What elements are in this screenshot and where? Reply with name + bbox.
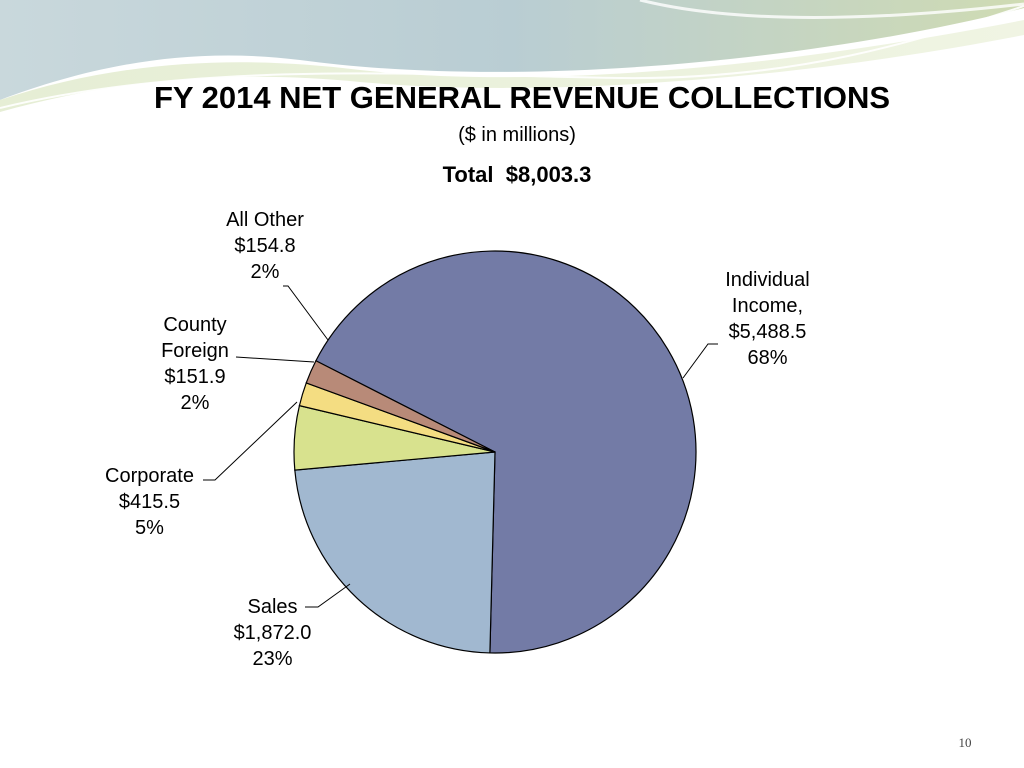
data-label-line: 5% — [135, 517, 164, 539]
page-number: 10 — [958, 735, 972, 750]
data-label-line: Sales — [247, 596, 298, 618]
data-label-line: Corporate — [105, 465, 194, 487]
data-label-line: Foreign — [161, 340, 229, 362]
data-label-line: County — [163, 314, 227, 336]
data-label-line: 2% — [250, 261, 280, 283]
pie-slice-sales — [294, 451, 496, 654]
slide-title: FY 2014 NET GENERAL REVENUE COLLECTIONS — [153, 80, 891, 115]
leader-line-all-other — [283, 285, 329, 341]
data-label-line: $151.9 — [164, 366, 226, 388]
total-value: $8,003.3 — [505, 162, 592, 187]
leader-line-county-foreign — [235, 356, 315, 363]
pie-slice-all-other — [305, 359, 496, 453]
data-label-line: $1,872.0 — [233, 622, 312, 644]
slide-subtitle: ($ in millions) — [458, 124, 576, 146]
data-label-line: $415.5 — [118, 491, 181, 513]
data-label-line: 68% — [747, 347, 788, 369]
total-label: Total — [442, 162, 494, 187]
data-label-line: Individual — [725, 269, 810, 291]
data-label-line: Income, — [731, 295, 804, 317]
decorative-header-swoosh — [0, 0, 1024, 112]
data-label-line: $154.8 — [234, 235, 296, 257]
pie-slice-individual-income — [315, 250, 697, 654]
data-label-county-foreign: County Foreign $151.9 2% — [135, 312, 255, 416]
data-label-individual-income: Individual Income, $5,488.5 68% — [700, 267, 835, 371]
data-label-line: 23% — [252, 648, 293, 670]
data-label-line: 2% — [180, 392, 210, 414]
data-label-all-other: All Other $154.8 2% — [205, 207, 325, 285]
data-label-line: $5,488.5 — [728, 321, 807, 343]
data-label-line: All Other — [226, 209, 304, 231]
leader-line-individual-income — [682, 343, 718, 379]
data-label-corporate: Corporate $415.5 5% — [92, 463, 207, 541]
data-label-sales: Sales $1,872.0 23% — [215, 594, 330, 672]
leader-line-sales — [305, 583, 351, 608]
total-line: Total $8,003.3 — [0, 162, 1024, 188]
leader-line-corporate — [203, 401, 298, 481]
